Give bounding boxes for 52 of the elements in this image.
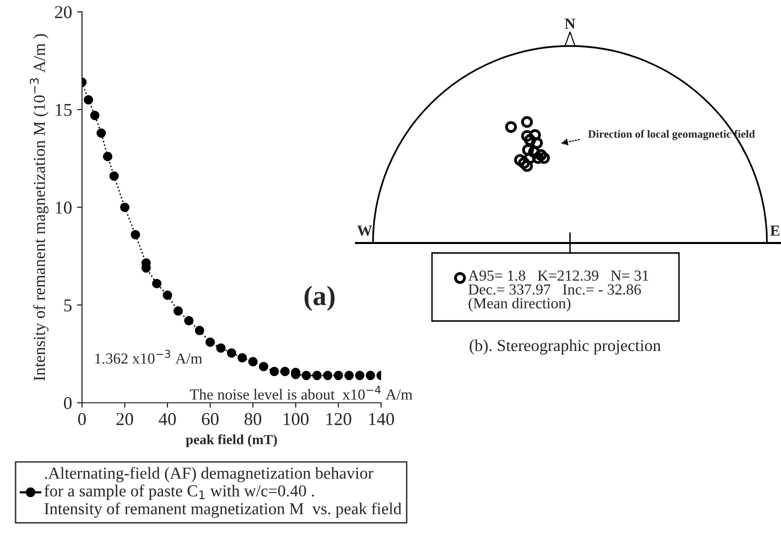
y-tick-label: 20 <box>55 6 72 18</box>
point <box>344 370 354 380</box>
point <box>152 278 162 288</box>
x-tick-label: 20 <box>116 412 134 426</box>
x-axis-title: peak field (mT) <box>186 434 277 448</box>
x-tick-label: 120 <box>326 412 352 426</box>
point <box>302 370 312 380</box>
point <box>248 357 258 366</box>
point <box>84 95 94 104</box>
text: A95= 1.8 K=212.39 N= 31 Dec.= 337.97 Inc.= - 32.86 (Mean direction) <box>468 270 648 312</box>
point <box>226 348 236 358</box>
annotation: (a) <box>304 286 335 311</box>
text: Direction of local geomagnetic field <box>588 130 755 140</box>
point <box>120 202 130 212</box>
text: (b). Stereographic projection <box>470 339 661 355</box>
point <box>312 370 322 380</box>
x-tick-label: 80 <box>244 412 262 426</box>
point <box>90 110 100 120</box>
point <box>130 230 140 240</box>
y-tick-label: 0 <box>64 397 72 410</box>
point <box>270 366 279 376</box>
point <box>216 343 226 353</box>
x-tick-label: 140 <box>369 412 394 426</box>
y-axis-title: Intensity of remanent magnetization M (10$^{−3}$ A/m ) <box>30 34 48 381</box>
point <box>184 316 194 326</box>
text: E <box>770 226 780 236</box>
legend-label: .Alternating-field (AF) demagnetization behavior for a sample of paste C$_{1}$ with w/c=0.40 . Intensity of remanent magnetization M vs. peak field <box>44 466 402 518</box>
point <box>194 326 204 336</box>
x-tick-label: 40 <box>158 412 176 426</box>
point <box>334 370 344 380</box>
x-tick-label: 60 <box>202 412 219 426</box>
point <box>323 370 332 380</box>
annotation: 1.362 x10$^{−3}$ A/m <box>95 350 202 364</box>
point <box>109 171 119 181</box>
point <box>206 337 215 347</box>
y-tick-label: 15 <box>56 104 72 116</box>
point <box>258 362 268 372</box>
point <box>96 128 106 138</box>
annotation: The noise level is about x10$^{−4}$ A/m <box>190 386 412 400</box>
point <box>366 370 376 380</box>
text: N <box>564 18 576 29</box>
point <box>280 366 290 376</box>
point <box>355 370 364 380</box>
point <box>238 353 247 362</box>
x-tick-label: 0 <box>78 412 86 426</box>
annotation: W <box>357 226 372 236</box>
y-tick-label: 10 <box>56 202 72 214</box>
point <box>162 290 172 300</box>
point <box>102 152 112 162</box>
point <box>173 306 183 316</box>
y-tick-label: 5 <box>64 299 72 312</box>
x-tick-label: 100 <box>284 412 309 426</box>
